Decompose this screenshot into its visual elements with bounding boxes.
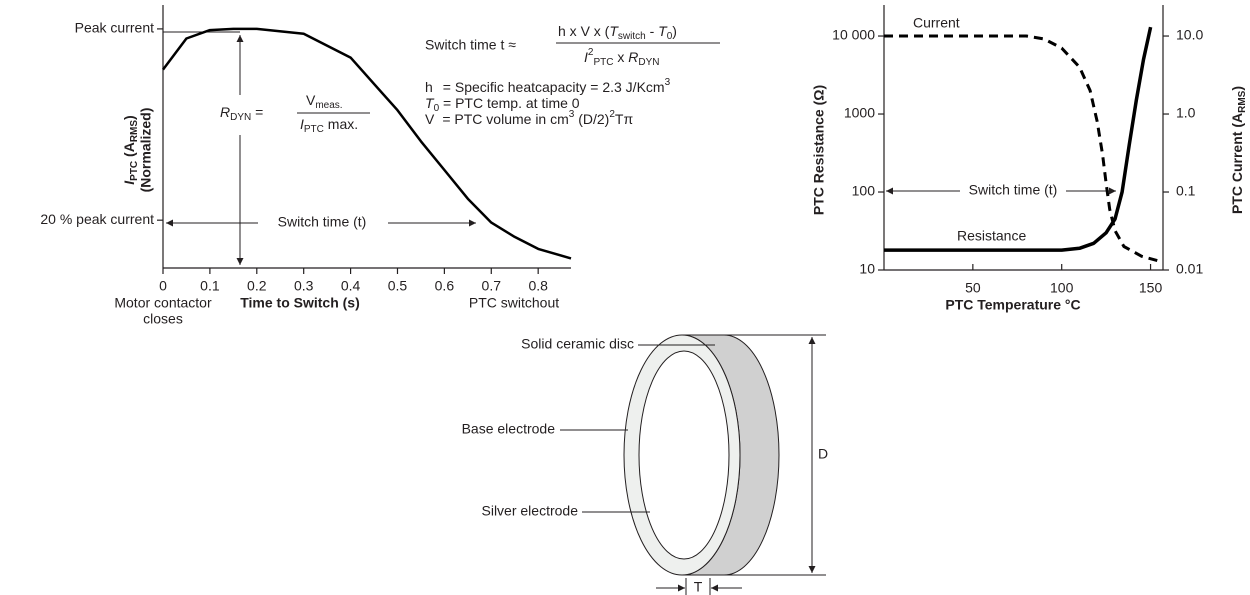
y-tick-label: 10 xyxy=(859,261,875,277)
y2-tick-label: 10.0 xyxy=(1176,27,1203,43)
t: 2 xyxy=(588,47,594,58)
definition: h = Specific heatcapacity = 2.3 J/Kcm3 xyxy=(425,77,671,95)
y-axis-label: IPTC (ARMS) xyxy=(121,115,140,184)
t: = xyxy=(251,104,263,120)
end-label: PTC switchout xyxy=(469,295,559,311)
y2-tick-label: 0.01 xyxy=(1176,261,1203,277)
x-tick-label: 100 xyxy=(1050,280,1074,296)
switch-time-label: Switch time (t) xyxy=(969,182,1058,198)
x-tick-label: 0.5 xyxy=(388,278,408,294)
silver-electrode xyxy=(638,350,730,560)
t: h x V x ( xyxy=(558,23,610,39)
t: T xyxy=(609,23,619,39)
t: h xyxy=(425,79,433,95)
t: - xyxy=(646,23,658,39)
dim-label: D xyxy=(818,446,828,462)
t: Tπ xyxy=(615,111,634,127)
x-tick-label: 0.3 xyxy=(294,278,314,294)
t: = PTC temp. at time 0 xyxy=(439,95,580,111)
x-tick-label: 50 xyxy=(965,280,981,296)
t: T xyxy=(425,95,435,111)
r-dyn-formula: RDYN = xyxy=(220,104,263,123)
formula-bg xyxy=(218,95,378,135)
y-axis-label: (Normalized) xyxy=(138,108,154,193)
t: (A xyxy=(121,142,137,161)
part-label: Base electrode xyxy=(462,421,556,437)
t: max. xyxy=(324,116,358,132)
y2-tick-label: 0.1 xyxy=(1176,183,1196,199)
y2-tick-label: 1.0 xyxy=(1176,105,1196,121)
t: 3 xyxy=(665,77,671,88)
series-line xyxy=(162,27,572,260)
switch-formula-num: h x V x (Tswitch - T0) xyxy=(558,23,677,42)
definition: T0 = PTC temp. at time 0 xyxy=(425,95,580,114)
part-label: Solid ceramic disc xyxy=(521,336,634,352)
t: V xyxy=(425,111,435,127)
t: ) xyxy=(672,23,677,39)
t: 2 xyxy=(609,109,615,120)
t: switch xyxy=(618,31,646,42)
t: 0 xyxy=(667,31,673,42)
y-axis-label: PTC Resistance (Ω) xyxy=(811,85,827,215)
x-axis-label: Time to Switch (s) xyxy=(240,295,360,311)
x-tick-label: 0.7 xyxy=(482,278,502,294)
series-line xyxy=(884,26,1153,252)
t: R xyxy=(628,49,638,65)
x-tick-label: 0.6 xyxy=(435,278,455,294)
switch-formula-lhs: Switch time t ≈ xyxy=(425,37,516,53)
t: meas. xyxy=(315,100,342,111)
t: R xyxy=(220,104,230,120)
t: PTC xyxy=(304,124,324,135)
t: I xyxy=(300,116,304,132)
x-tick-label: 0.4 xyxy=(341,278,361,294)
t: 3 xyxy=(569,109,575,120)
x-tick-label: 0.1 xyxy=(200,278,220,294)
y-tick-label: Peak current xyxy=(75,20,154,36)
t: T xyxy=(658,23,668,39)
t: RMS xyxy=(129,120,140,143)
t: PTC xyxy=(593,57,613,68)
t: ) xyxy=(121,115,137,120)
t: x xyxy=(613,49,628,65)
t: ) xyxy=(1229,86,1245,91)
x-tick-label: 0 xyxy=(159,278,167,294)
y-tick-label: 100 xyxy=(852,183,876,199)
t: V xyxy=(306,92,316,108)
x-tick-label: 0.8 xyxy=(528,278,548,294)
t: DYN xyxy=(230,112,251,123)
t: I xyxy=(121,180,137,185)
t: PTC xyxy=(129,161,140,181)
x-tick-label: 0.2 xyxy=(247,278,267,294)
t: = Specific heatcapacity = 2.3 J/Kcm xyxy=(443,79,665,95)
dim-label: T xyxy=(694,579,703,595)
t: I xyxy=(584,49,588,65)
t: (D/2) xyxy=(574,111,609,127)
switch-time-label: Switch time (t) xyxy=(278,214,367,230)
t: DYN xyxy=(638,57,659,68)
t: PTC Current (A xyxy=(1229,113,1245,214)
part-label: Silver electrode xyxy=(482,503,579,519)
r-dyn-num: Vmeas. xyxy=(306,92,343,111)
series-label: Current xyxy=(913,15,960,31)
y-tick-label: 1000 xyxy=(844,105,875,121)
t: 0 xyxy=(434,103,440,114)
y2-axis-label: PTC Current (ARMS) xyxy=(1229,86,1248,214)
start-label: closes xyxy=(143,311,183,327)
y-tick-label: 20 % peak current xyxy=(40,211,154,227)
y-tick-label: 10 000 xyxy=(832,27,875,43)
x-tick-label: 150 xyxy=(1139,280,1163,296)
x-axis-label: PTC Temperature °C xyxy=(945,297,1080,313)
t: = PTC volume in cm xyxy=(442,111,568,127)
switch-formula-den: I2PTC x RDYN xyxy=(584,47,659,68)
r-dyn-den: IPTC max. xyxy=(300,116,358,135)
definition: V = PTC volume in cm3 (D/2)2Tπ xyxy=(425,109,633,127)
start-label: Motor contactor xyxy=(114,295,212,311)
t: RMS xyxy=(1237,90,1248,113)
series-label: Resistance xyxy=(957,228,1026,244)
